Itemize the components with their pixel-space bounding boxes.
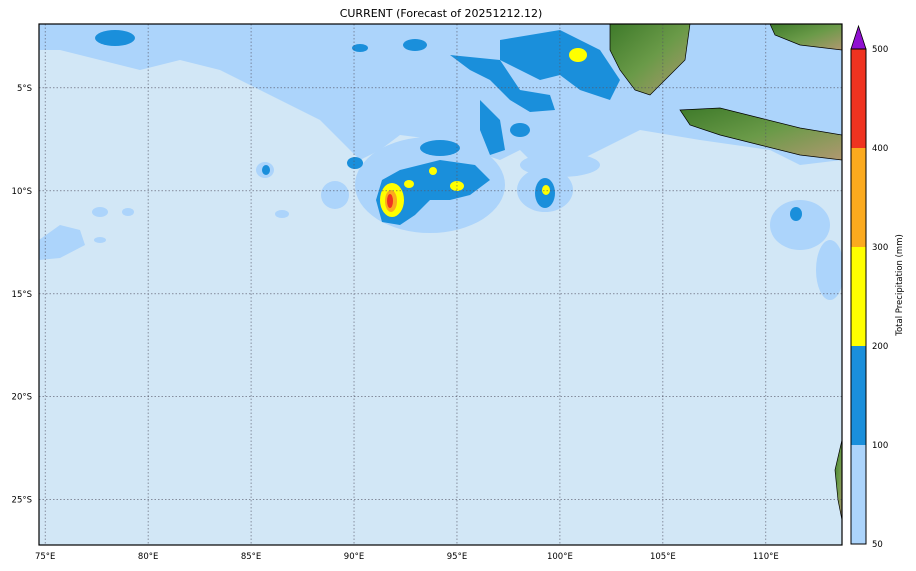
colorbar-frame — [850, 48, 867, 545]
colorbar-tick-label: 500 — [872, 45, 888, 55]
lon-tick-label: 100°E — [547, 552, 573, 562]
lon-tick-label: 105°E — [650, 552, 676, 562]
colorbar: 50 100 200 300 400 500 — [850, 24, 888, 550]
longitude-ticks: 75°E 80°E 85°E 90°E 95°E 100°E 105°E 110°E — [35, 552, 779, 562]
java-land — [679, 107, 842, 161]
precip-400-500 — [387, 194, 393, 208]
lon-tick-label: 85°E — [241, 552, 261, 562]
colorbar-segment — [851, 247, 866, 346]
land-masses — [609, 24, 842, 521]
colorbar-segment — [851, 346, 866, 445]
colorbar-segment — [851, 445, 866, 544]
latitude-ticks: 5°S 10°S 15°S 20°S 25°S — [12, 84, 32, 506]
lat-tick-label: 25°S — [12, 496, 32, 506]
lat-tick-label: 10°S — [12, 187, 32, 197]
lon-tick-label: 110°E — [753, 552, 779, 562]
lon-tick-label: 90°E — [344, 552, 364, 562]
colorbar-extend-arrow — [850, 24, 867, 50]
colorbar-tick-label: 100 — [872, 441, 888, 451]
lon-tick-label: 95°E — [447, 552, 467, 562]
colorbar-tick-label: 200 — [872, 342, 888, 352]
colorbar-tick-label: 300 — [872, 243, 888, 253]
sumatra-land — [609, 24, 691, 96]
map-title: CURRENT (Forecast of 20251212.12) — [339, 7, 543, 20]
borneo-land — [769, 24, 842, 51]
colorbar-segment — [851, 49, 866, 148]
colorbar-label: Total Precipitation (mm) — [895, 234, 905, 337]
colorbar-segment — [851, 148, 866, 247]
map-frame — [38, 23, 843, 546]
precip-100-200 — [95, 30, 802, 225]
colorbar-tick-label: 400 — [872, 144, 888, 154]
lat-tick-label: 20°S — [12, 393, 32, 403]
gridlines — [39, 24, 842, 545]
lon-tick-label: 75°E — [35, 552, 55, 562]
australia-land — [834, 439, 842, 521]
lat-tick-label: 5°S — [17, 84, 32, 94]
colorbar-tick-label: 50 — [872, 540, 883, 550]
lat-tick-label: 15°S — [12, 290, 32, 300]
lon-tick-label: 80°E — [138, 552, 158, 562]
